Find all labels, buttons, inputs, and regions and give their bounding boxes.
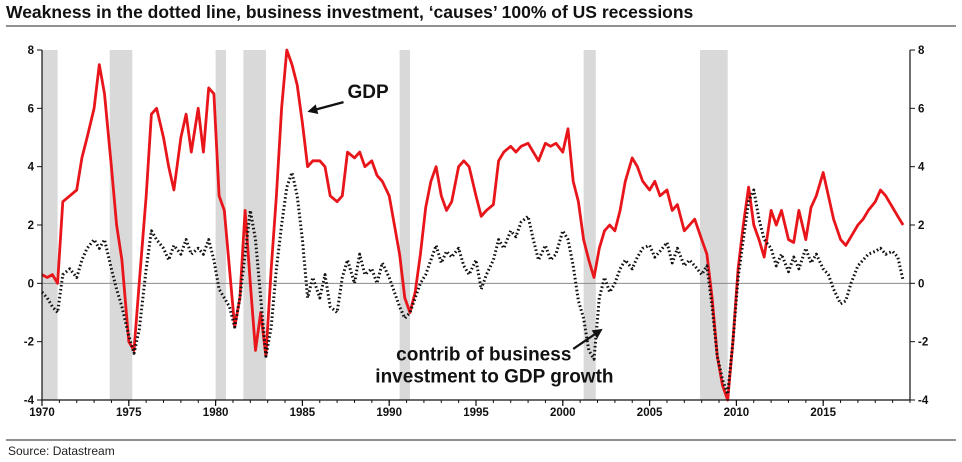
annotation-arrow xyxy=(572,328,603,350)
annotation-label: contrib of business xyxy=(396,345,571,366)
annotation-label: investment to GDP growth xyxy=(375,367,613,388)
y-tick-label-left: -4 xyxy=(24,395,35,407)
x-tick-label: 2000 xyxy=(550,407,576,419)
y-tick-label-left: 8 xyxy=(28,45,35,57)
annotation-label: GDP xyxy=(348,82,390,103)
recession-band xyxy=(109,50,133,400)
axes: -4 -4 -2 -2 0 0 2 2 4 4 6 6 8 8 1970 1975 1980 1985 1990 19… xyxy=(24,45,929,419)
y-tick-label-right: 0 xyxy=(918,278,924,290)
y-tick-label-left: 0 xyxy=(28,278,34,290)
y-tick-label-right: -4 xyxy=(918,395,929,407)
x-tick-label: 2010 xyxy=(724,407,750,419)
y-tick-label-left: -2 xyxy=(24,337,34,349)
source-note: Source: Datastream xyxy=(8,444,115,458)
x-tick-label: 1970 xyxy=(29,407,55,419)
x-tick-label: 1975 xyxy=(116,407,142,419)
recession-band xyxy=(699,50,728,400)
series-lines xyxy=(40,48,905,402)
y-tick-label-right: 4 xyxy=(918,162,925,174)
annotation-arrow xyxy=(307,101,344,115)
x-tick-label: 1990 xyxy=(376,407,402,419)
y-tick-label-left: 4 xyxy=(28,162,35,174)
y-tick-label-right: 2 xyxy=(918,220,924,232)
recession-band xyxy=(399,50,411,400)
recession-band xyxy=(42,50,58,400)
y-tick-label-right: -2 xyxy=(918,337,928,349)
x-tick-label: 2015 xyxy=(810,407,836,419)
x-tick-label: 1995 xyxy=(463,407,489,419)
y-tick-label-left: 6 xyxy=(28,103,34,115)
series-gdp-line xyxy=(41,48,905,402)
x-tick-label: 1980 xyxy=(203,407,229,419)
y-tick-label-left: 2 xyxy=(28,220,34,232)
y-tick-label-right: 8 xyxy=(918,45,925,57)
recession-band xyxy=(215,50,227,400)
recession-band xyxy=(583,50,596,400)
chart-title: Weakness in the dotted line, business in… xyxy=(6,2,694,22)
y-tick-label-right: 6 xyxy=(918,103,924,115)
x-tick-label: 2005 xyxy=(637,407,663,419)
recession-bands xyxy=(42,50,728,400)
x-tick-label: 1985 xyxy=(290,407,316,419)
